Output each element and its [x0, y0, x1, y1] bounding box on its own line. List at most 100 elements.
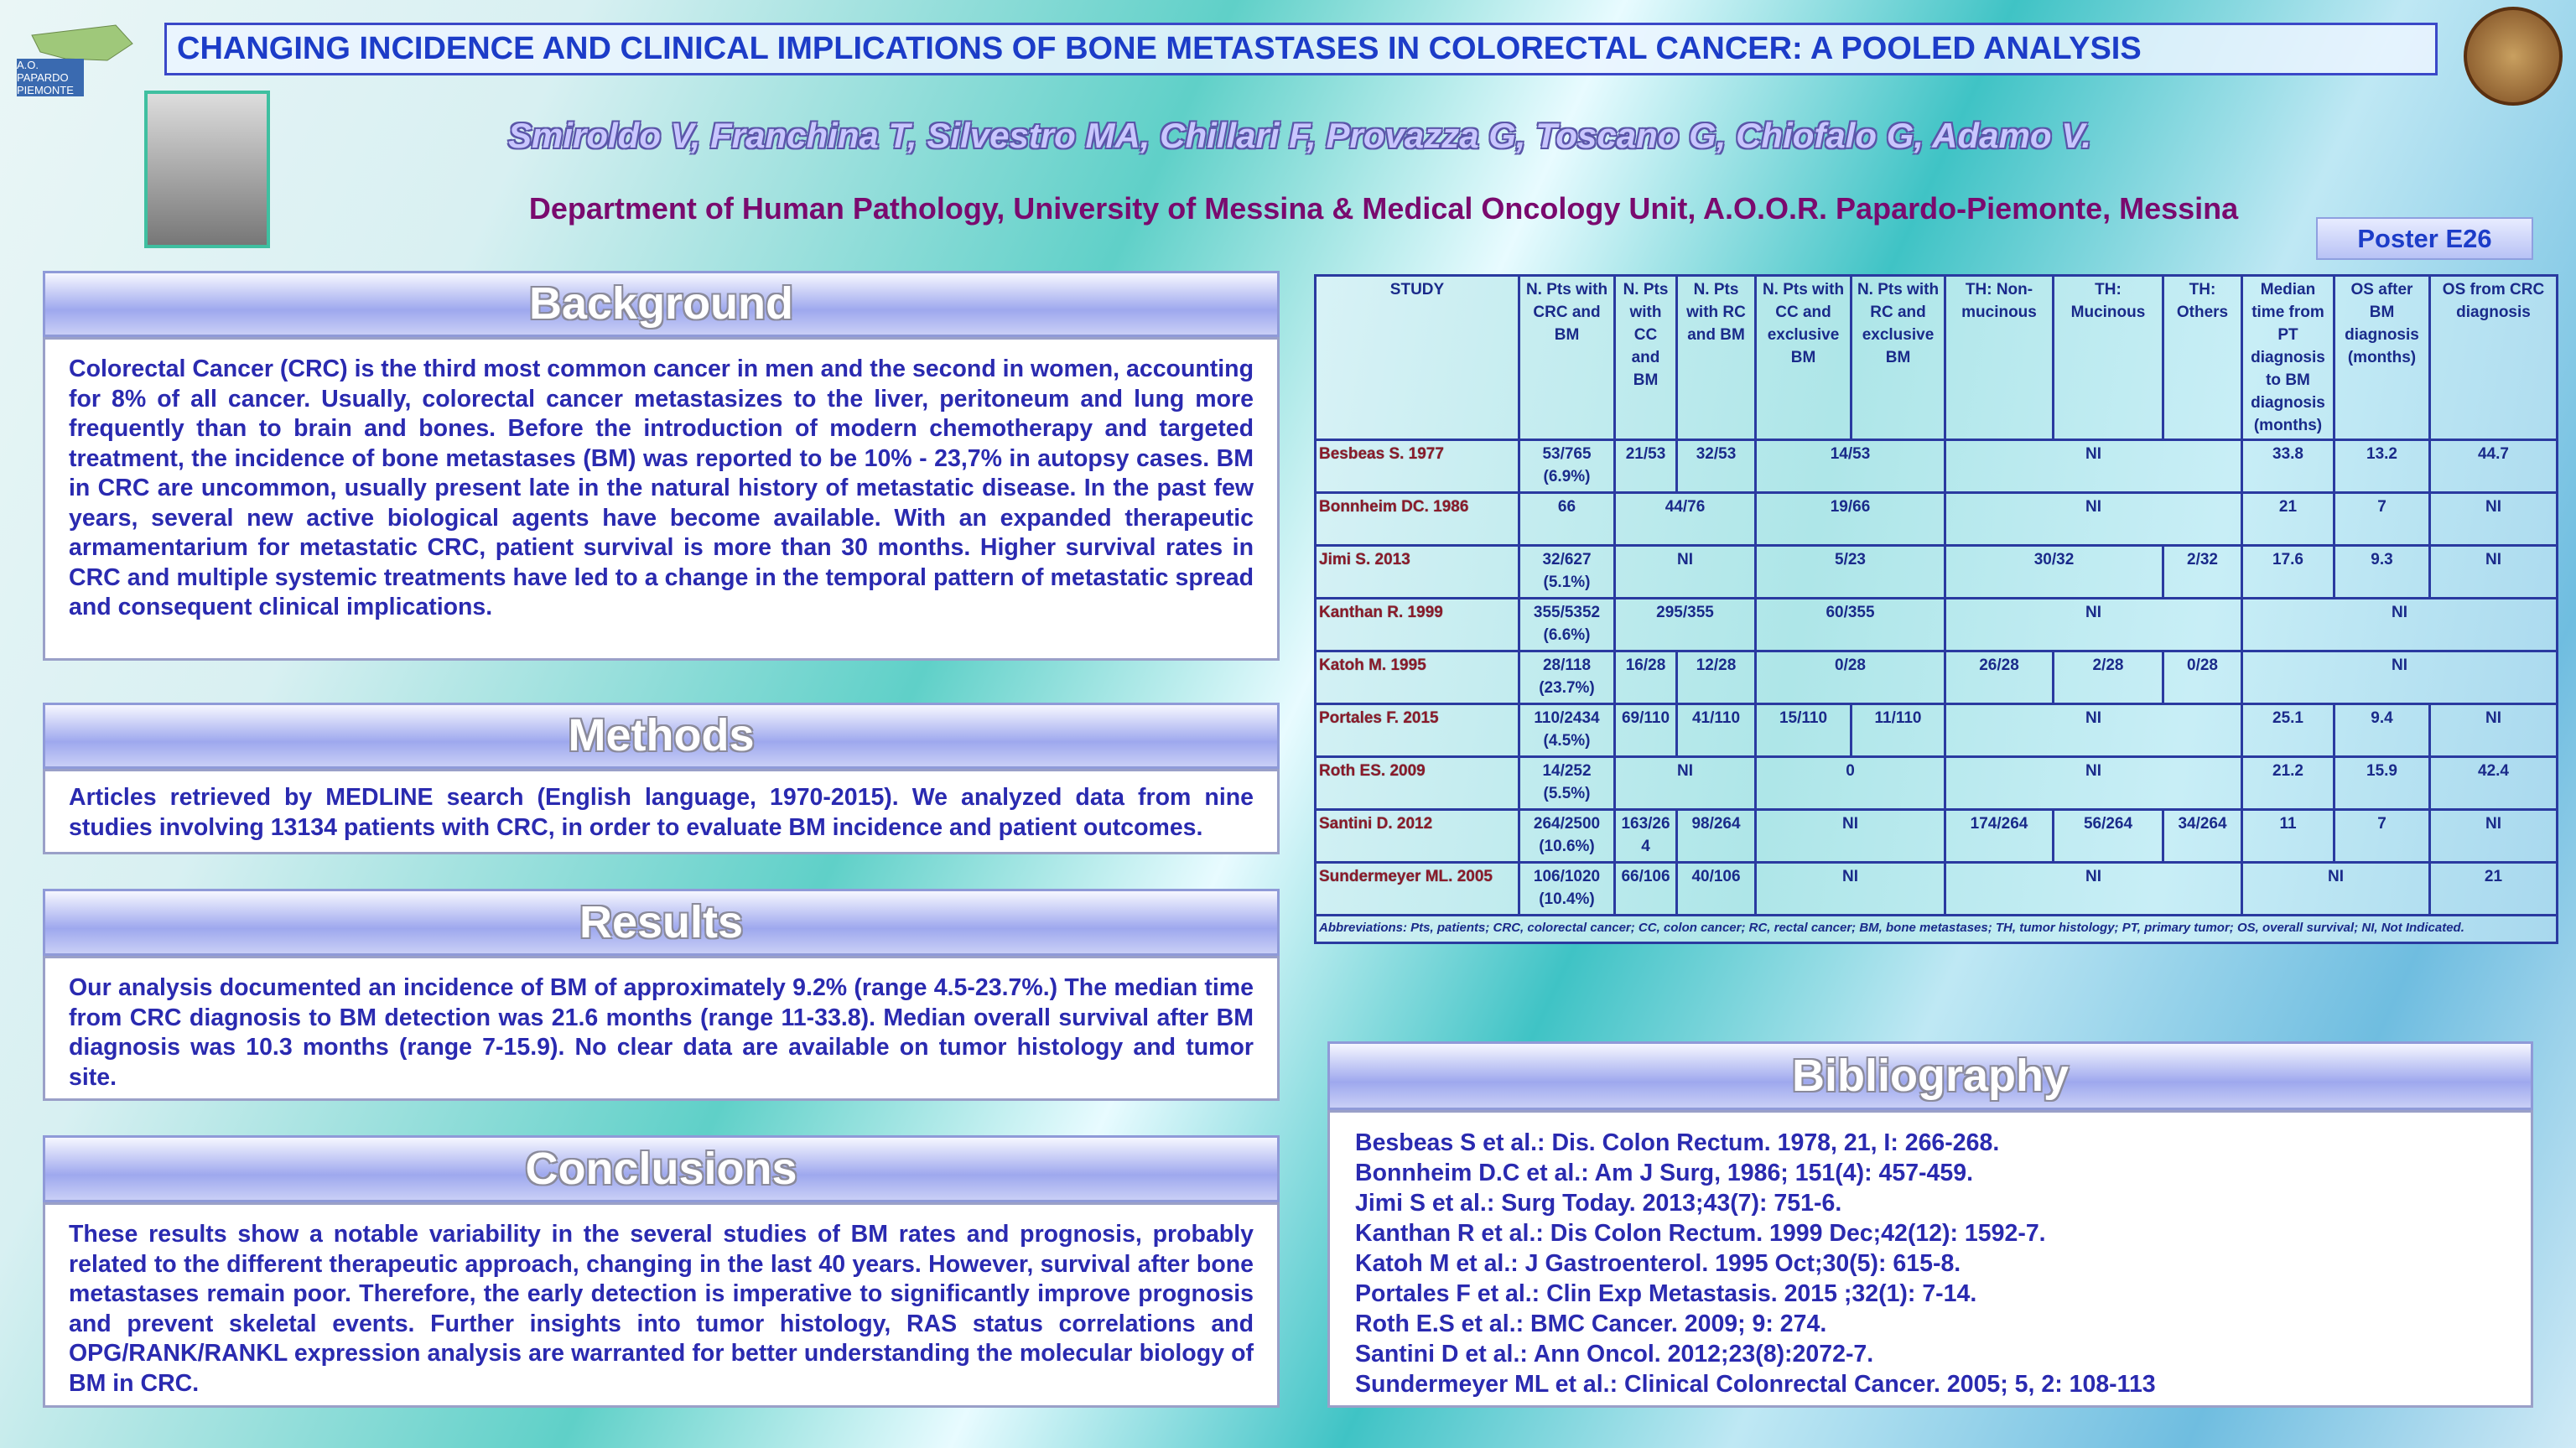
data-cell: 9.4	[2333, 703, 2431, 758]
data-cell: 28/118 (23.7%)	[1518, 650, 1616, 705]
data-cell: NI	[1944, 439, 2243, 494]
header-cell: STUDY	[1314, 274, 1520, 441]
table-row: Jimi S. 2013 32/627 (5.1%) NI 5/23 30/32 2/32…	[1314, 544, 2558, 599]
section-title: Conclusions	[43, 1135, 1280, 1202]
congress-image	[144, 91, 270, 248]
data-cell: 56/264	[2052, 808, 2164, 864]
data-cell: NI	[1613, 755, 1757, 811]
section-text: These results show a notable variability…	[43, 1202, 1280, 1408]
data-cell: 0/28	[1754, 650, 1946, 705]
data-cell: 30/32	[1944, 544, 2164, 599]
reference: Portales F et al.: Clin Exp Metastasis. …	[1355, 1280, 1977, 1307]
table-row: Bonnheim DC. 1986 66 44/76 19/66 NI 21 7 NI	[1314, 491, 2558, 547]
data-cell: 174/264	[1944, 808, 2054, 864]
bibliography-list: Besbeas S et al.: Dis. Colon Rectum. 197…	[1327, 1110, 2533, 1408]
table-row: Besbeas S. 1977 53/765 (6.9%) 21/53 32/53 14…	[1314, 439, 2558, 494]
department: Department of Human Pathology, Universit…	[528, 191, 2239, 226]
data-cell: 21	[2241, 491, 2335, 547]
data-cell: NI	[2428, 491, 2558, 547]
reference: Kanthan R et al.: Dis Colon Rectum. 1999…	[1355, 1220, 2046, 1247]
data-cell: 11/110	[1850, 703, 1946, 758]
data-cell: 69/110	[1613, 703, 1678, 758]
data-cell: 0	[1754, 755, 1946, 811]
study-cell: Bonnheim DC. 1986	[1314, 491, 1520, 547]
data-cell: 98/264	[1675, 808, 1757, 864]
study-cell: Besbeas S. 1977	[1314, 439, 1520, 494]
data-cell: NI	[2428, 703, 2558, 758]
data-cell: 12/28	[1675, 650, 1757, 705]
study-cell: Roth ES. 2009	[1314, 755, 1520, 811]
data-cell: 17.6	[2241, 544, 2335, 599]
study-cell: Santini D. 2012	[1314, 808, 1520, 864]
data-cell: NI	[2241, 650, 2558, 705]
abbreviation-row: Abbreviations: Pts, patients; CRC, color…	[1314, 914, 2558, 944]
reference: Sundermeyer ML et al.: Clinical Colonrec…	[1355, 1371, 2156, 1398]
table-header-row: STUDY N. Pts with CRC and BM N. Pts with C…	[1314, 274, 2558, 441]
data-cell: 19/66	[1754, 491, 1946, 547]
header-cell: Median time from PT diagnosis to BM diag…	[2241, 274, 2335, 441]
header-cell: TH: Non-mucinous	[1944, 274, 2054, 441]
data-cell: 26/28	[1944, 650, 2054, 705]
data-cell: NI	[1754, 808, 1946, 864]
data-cell: 9.3	[2333, 544, 2431, 599]
reference: Besbeas S et al.: Dis. Colon Rectum. 197…	[1355, 1129, 2000, 1156]
header-cell: OS from CRC diagnosis	[2428, 274, 2558, 441]
data-cell: 0/28	[2162, 650, 2243, 705]
data-cell: 33.8	[2241, 439, 2335, 494]
study-cell: Katoh M. 1995	[1314, 650, 1520, 705]
data-cell: NI	[2241, 597, 2558, 652]
table-row: Sundermeyer ML. 2005 106/1020 (10.4%) 66/1…	[1314, 861, 2558, 916]
data-cell: 264/2500 (10.6%)	[1518, 808, 1616, 864]
data-cell: 40/106	[1675, 861, 1757, 916]
header-cell: N. Pts with CC and exclusive BM	[1754, 274, 1852, 441]
data-cell: NI	[1613, 544, 1757, 599]
data-cell: 5/23	[1754, 544, 1946, 599]
data-cell: 53/765 (6.9%)	[1518, 439, 1616, 494]
results-table: STUDY N. Pts with CRC and BM N. Pts with C…	[1314, 274, 2558, 944]
logo-left-text: A.O. PAPARDO PIEMONTE	[17, 59, 84, 96]
data-cell: 42.4	[2428, 755, 2558, 811]
abbreviations: Abbreviations: Pts, patients; CRC, color…	[1314, 914, 2558, 944]
data-cell: 355/5352 (6.6%)	[1518, 597, 1616, 652]
data-cell: 15/110	[1754, 703, 1852, 758]
data-cell: 16/28	[1613, 650, 1678, 705]
data-cell: 11	[2241, 808, 2335, 864]
header-cell: OS after BM diagnosis (months)	[2333, 274, 2431, 441]
reference: Jimi S et al.: Surg Today. 2013;43(7): 7…	[1355, 1190, 1842, 1217]
data-cell: 21	[2428, 861, 2558, 916]
table-row: Portales F. 2015 110/2434 (4.5%) 69/110 41/…	[1314, 703, 2558, 758]
reference: Santini D et al.: Ann Oncol. 2012;23(8):…	[1355, 1341, 1874, 1368]
table-row: Katoh M. 1995 28/118 (23.7%) 16/28 12/28 0/2…	[1314, 650, 2558, 705]
data-cell: 44.7	[2428, 439, 2558, 494]
study-cell: Sundermeyer ML. 2005	[1314, 861, 1520, 916]
data-cell: 44/76	[1613, 491, 1757, 547]
header-cell: N. Pts with CRC and BM	[1518, 274, 1616, 441]
study-cell: Jimi S. 2013	[1314, 544, 1520, 599]
section-title: Methods	[43, 703, 1280, 769]
data-cell: 295/355	[1613, 597, 1757, 652]
reference: Roth E.S et al.: BMC Cancer. 2009; 9: 27…	[1355, 1310, 1827, 1337]
section-text: Colorectal Cancer (CRC) is the third mos…	[43, 337, 1280, 661]
data-cell: 41/110	[1675, 703, 1757, 758]
table-row: Roth ES. 2009 14/252 (5.5%) NI 0 NI 21.2 15.9 4…	[1314, 755, 2558, 811]
data-cell: NI	[1944, 861, 2243, 916]
data-cell: 2/32	[2162, 544, 2243, 599]
data-cell: 32/53	[1675, 439, 1757, 494]
data-cell: 14/53	[1754, 439, 1946, 494]
data-cell: 21/53	[1613, 439, 1678, 494]
data-cell: 7	[2333, 491, 2431, 547]
data-cell: NI	[2428, 544, 2558, 599]
data-cell: NI	[1944, 597, 2243, 652]
data-cell: NI	[1944, 755, 2243, 811]
poster-title: CHANGING INCIDENCE AND CLINICAL IMPLICAT…	[164, 23, 2438, 75]
logo-right	[2464, 7, 2563, 106]
data-cell: 106/1020 (10.4%)	[1518, 861, 1616, 916]
section-title: Bibliography	[1327, 1041, 2533, 1110]
data-cell: 7	[2333, 808, 2431, 864]
header-cell: TH: Mucinous	[2052, 274, 2164, 441]
study-cell: Portales F. 2015	[1314, 703, 1520, 758]
reference: Bonnheim D.C et al.: Am J Surg, 1986; 15…	[1355, 1160, 1974, 1186]
section-title: Results	[43, 889, 1280, 956]
data-cell: 110/2434 (4.5%)	[1518, 703, 1616, 758]
